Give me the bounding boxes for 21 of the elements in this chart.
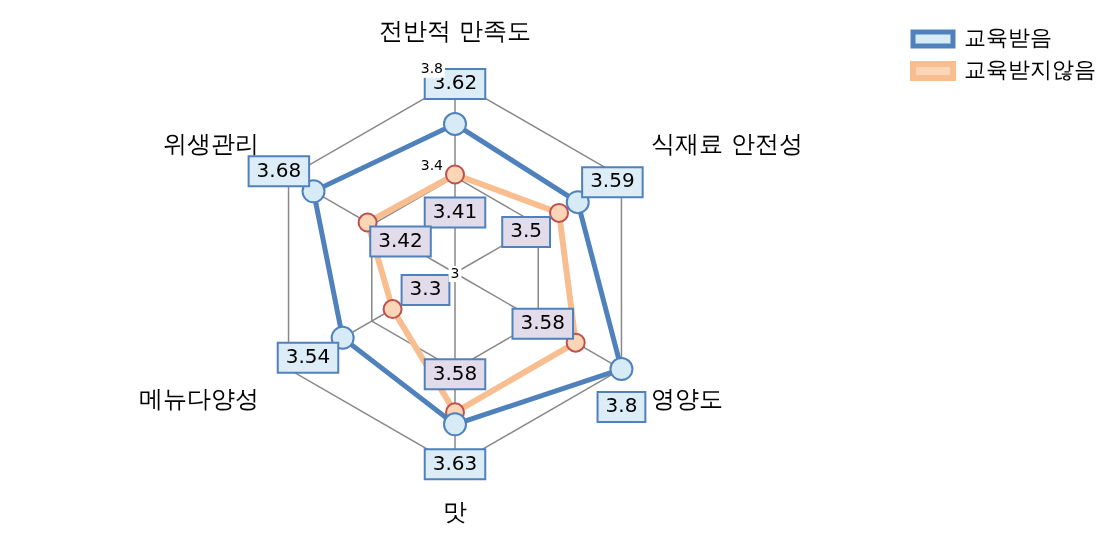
data-label: 3.58 xyxy=(520,309,566,334)
data-label: 3.5 xyxy=(510,218,543,243)
spoke-label: 메뉴다양성 xyxy=(139,384,260,413)
y-tick-label: 3.4 xyxy=(420,156,444,173)
spoke-label: 식재료 안전성 xyxy=(650,129,803,158)
data-label: 3.63 xyxy=(432,450,478,475)
data-label: 3.59 xyxy=(590,168,635,193)
data-label: 3.8 xyxy=(605,393,638,418)
spoke-label: 위생관리 xyxy=(163,129,260,158)
y-tick-label: 3 xyxy=(450,264,460,281)
data-label: 3.3 xyxy=(409,276,442,301)
spoke-label: 영양도 xyxy=(650,384,723,413)
data-label: 3.58 xyxy=(432,360,478,385)
data-label: 3.54 xyxy=(285,344,331,369)
legend-label: 교육받지않음 xyxy=(964,56,1096,82)
data-label: 3.41 xyxy=(432,198,478,223)
spoke-label: 전반적 만족도 xyxy=(379,16,531,45)
data-label: 3.42 xyxy=(378,227,423,252)
data-label: 3.68 xyxy=(256,157,302,182)
legend-label: 교육받음 xyxy=(964,24,1052,50)
spoke-label: 맛 xyxy=(443,497,467,526)
